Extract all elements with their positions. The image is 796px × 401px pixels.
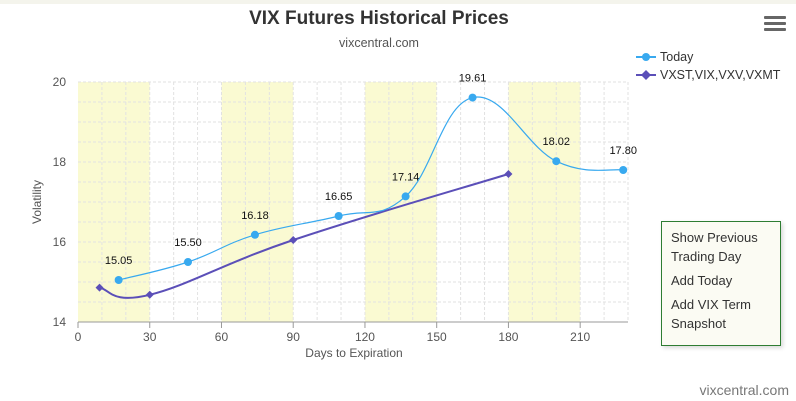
data-label-today: 18.02 xyxy=(542,136,570,148)
menu-item-add-vix-term-snapshot[interactable]: Add VIX Term Snapshot xyxy=(671,297,751,331)
series-line-term xyxy=(99,173,509,299)
hamburger-menu-icon[interactable] xyxy=(764,16,786,38)
y-tick-label: 16 xyxy=(53,235,67,249)
credit-link[interactable]: vixcentral.com xyxy=(699,382,789,398)
data-point-term xyxy=(289,236,298,244)
legend-item-term[interactable]: VXST,VIX,VXV,VXMT xyxy=(636,66,780,84)
x-axis-title: Days to Expiration xyxy=(305,346,402,360)
series-line-today xyxy=(118,96,624,281)
y-axis-title: Volatility xyxy=(30,180,44,224)
chart-title: VIX Futures Historical Prices xyxy=(249,8,509,29)
data-point-today xyxy=(619,166,628,174)
data-point-today xyxy=(334,212,343,220)
legend: Today VXST,VIX,VXV,VXMT xyxy=(636,48,780,84)
data-point-term xyxy=(95,283,104,292)
x-tick-label: 30 xyxy=(143,330,157,344)
x-tick-label: 180 xyxy=(498,330,518,344)
y-tick-label: 18 xyxy=(53,155,67,169)
data-point-term xyxy=(504,170,513,178)
menu-bar-1 xyxy=(764,16,786,19)
data-point-today xyxy=(250,230,259,239)
menu-bar-3 xyxy=(764,28,786,31)
x-tick-label: 120 xyxy=(355,330,375,344)
x-tick-label: 0 xyxy=(75,330,82,344)
menu-item-add-today[interactable]: Add Today xyxy=(671,273,733,288)
x-tick-label: 90 xyxy=(287,330,301,344)
axes: 0 30 60 90 120 150 180 210 14 16 18 20 xyxy=(53,75,628,344)
data-label-today: 17.80 xyxy=(609,145,637,157)
shaded-band xyxy=(221,82,294,322)
export-context-menu: Show Previous Trading Day Add Today Add … xyxy=(661,221,781,346)
x-tick-label: 150 xyxy=(427,330,447,344)
legend-symbol-term xyxy=(636,70,656,80)
menu-bar-2 xyxy=(764,22,786,25)
legend-symbol-today xyxy=(636,53,656,61)
data-label-today: 16.65 xyxy=(325,191,353,203)
legend-label-today: Today xyxy=(660,50,694,64)
data-point-term xyxy=(145,290,154,299)
data-point-today xyxy=(468,93,477,102)
data-label-today: 15.05 xyxy=(105,255,133,267)
data-label-today: 19.61 xyxy=(459,73,487,85)
x-tick-label: 60 xyxy=(215,330,229,344)
data-label-today: 16.18 xyxy=(241,210,269,222)
y-tick-label: 14 xyxy=(53,315,67,329)
data-label-today: 15.50 xyxy=(174,237,202,249)
data-point-today xyxy=(114,276,123,284)
series-vxst-vix-vxv-vxmt[interactable] xyxy=(95,170,513,299)
menu-item-show-previous-trading-day[interactable]: Show Previous Trading Day xyxy=(671,230,758,264)
data-point-today xyxy=(184,258,192,266)
chart-subtitle: vixcentral.com xyxy=(339,36,419,50)
grid-lines xyxy=(78,81,629,322)
data-label-today: 17.14 xyxy=(392,171,420,183)
series-today[interactable] xyxy=(114,93,628,284)
top-strip xyxy=(0,0,796,4)
x-tick-label: 210 xyxy=(570,330,590,344)
y-tick-label: 20 xyxy=(53,75,67,89)
data-labels: 15.05 15.50 16.18 16.65 17.14 19.61 18.02 17.80 xyxy=(105,73,637,267)
legend-item-today[interactable]: Today xyxy=(636,48,780,66)
data-point-today xyxy=(552,157,561,166)
data-point-today xyxy=(401,192,410,201)
legend-label-term: VXST,VIX,VXV,VXMT xyxy=(660,68,781,82)
